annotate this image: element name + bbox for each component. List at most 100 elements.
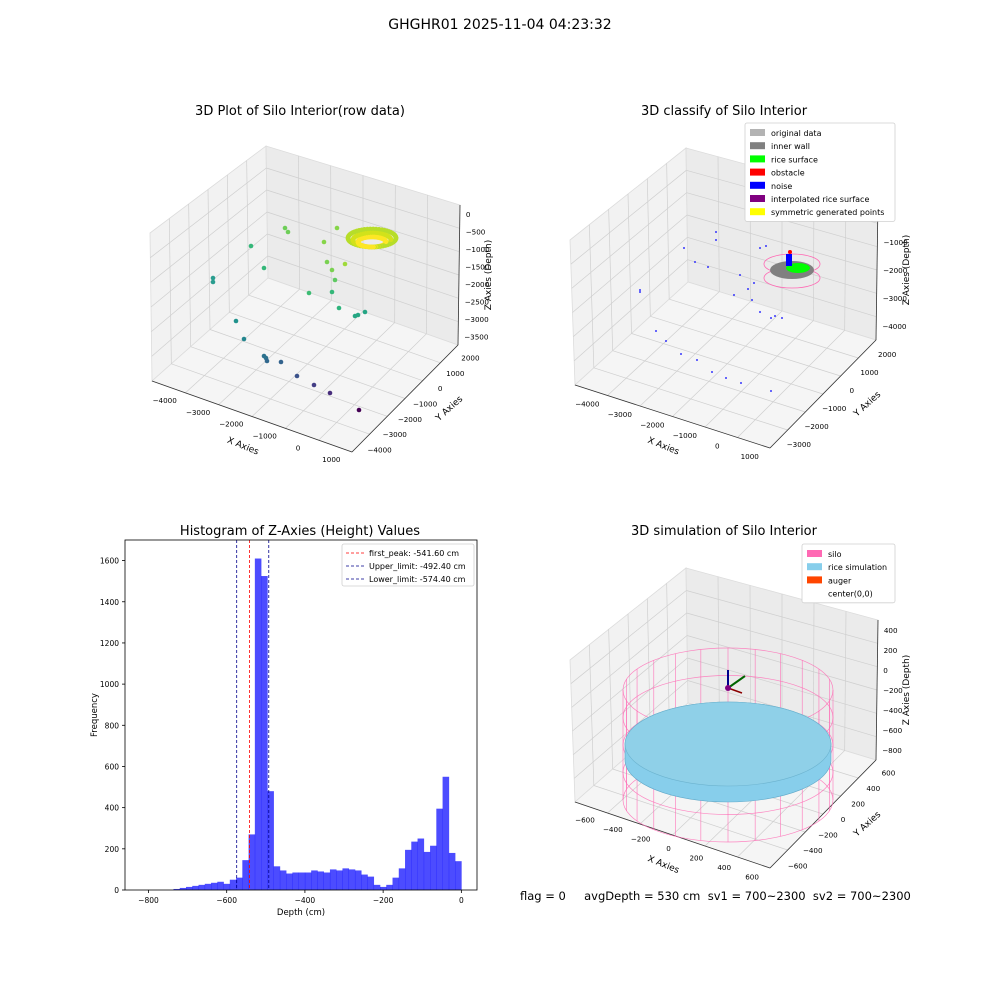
p1-z-tick-label: −1000 [465,245,490,254]
p2-noise-point [781,317,783,319]
p1-z-tick-label: −3000 [464,315,489,324]
p4-gridline [686,590,878,644]
p4-z-tick-label: −400 [883,706,903,715]
p1-data-point [294,373,300,379]
p1-gridline [266,167,460,229]
p3-histogram-bar [254,558,262,890]
p3-histogram-bar [217,881,224,890]
p1-gridline [248,294,441,364]
p3-histogram-bar [211,882,218,890]
p3-histogram-bar [279,870,287,890]
p3-x-tick-label: −600 [216,896,237,905]
p2-noise-point [759,311,761,313]
p1-data-point [388,237,394,243]
p4-x-tick-label: 0 [666,844,671,853]
p3-histogram-bar [398,868,406,890]
p4-legend-label: center(0,0) [828,590,873,599]
p4-x-axis-label: X Axies [646,854,681,876]
p3-y-tick-label: 1200 [100,639,119,648]
p3-y-axis-label: Frequency [90,693,100,737]
p3-histogram-bar [261,576,268,890]
p2-legend-label: interpolated rice surface [771,195,869,204]
p4-x-tick-label: −200 [631,835,651,844]
p4-z-tick-label: 400 [884,626,898,635]
p1-data-point [210,279,216,285]
p3-x-tick-label: 0 [459,896,464,905]
p3-y-tick-label: 1400 [100,598,119,607]
p2-x-tick-label: −1000 [673,431,698,440]
p1-data-point [233,318,239,324]
p1-data-point [334,225,340,231]
p3-histogram-bar [417,838,425,890]
p2-z-tick-label: −4000 [882,322,907,331]
p4-x-axis-line [574,801,771,869]
p3-x-tick-label: −400 [295,896,316,905]
p4-z-tick-label: −800 [882,746,902,755]
p2-x-axis-line [574,384,771,449]
p4-legend-label: auger [828,576,852,585]
p3-histogram-bar [380,886,387,890]
p3-histogram-bar [198,884,206,890]
p2-gridline [570,170,687,265]
p2-y-tick-label: −3000 [787,440,812,449]
p1-y-tick-label: −4000 [367,445,392,454]
p1-x-tick-label: −2000 [219,420,244,429]
p2-legend-swatch [750,155,765,163]
p4-gridline [570,590,687,684]
p1-data-point [282,225,288,231]
p2-legend-swatch [750,168,765,176]
p3-histogram-bar [348,869,356,890]
p2-noise-point [639,289,641,291]
p1-z-axis-label: Z Axies (Depth) [484,240,494,311]
p2-noise-point [774,315,776,317]
p2-noise-point [715,239,717,241]
p1-y-tick-label: −1000 [413,400,438,409]
p4-x-tick-label: −400 [603,825,623,834]
p4-legend-label: rice simulation [828,563,887,572]
p1-data-point [278,359,284,365]
p2-legend-swatch [750,181,765,189]
p3-x-tick-label: −200 [373,896,394,905]
p1-data-point [383,239,389,245]
p3-legend-box [341,543,475,587]
p1-data-point [285,229,291,235]
p1-data-point [342,261,348,267]
p3-histogram-bar [423,851,431,890]
p3-histogram-bar [179,887,187,890]
p4-legend-swatch [807,550,822,557]
p1-data-point [332,277,338,283]
p3-histogram-bar [430,845,437,890]
p2-z-tick-label: −3000 [883,294,908,303]
p2-z-axis-label: Z Axies (Depth) [902,235,912,306]
p3-histogram-bar [367,876,375,890]
p1-x-axis-line [151,380,353,453]
p3-histogram-bar [298,872,306,890]
panel4-title: 3D simulation of Silo Interior [631,524,817,539]
p3-y-tick-label: 1000 [100,680,119,689]
p2-y-tick-label: 0 [850,386,855,395]
p3-legend-label: Lower_limit: -574.40 cm [369,575,466,584]
p3-x-tick-label: −800 [138,896,159,905]
p3-histogram-bar [392,877,400,890]
p1-data-point [306,290,312,296]
p4-z-tick-label: 0 [883,666,888,675]
p2-noise-point [683,247,685,249]
p1-gridline [150,167,267,258]
p2-legend-swatch [750,142,765,150]
p2-noise-point [740,382,742,384]
p2-noise-point [733,294,735,296]
p1-data-point [362,309,368,315]
panel1-title: 3D Plot of Silo Interior(row data) [195,104,405,119]
p1-y-tick-label: 1000 [446,369,465,378]
p3-histogram-bar [336,870,343,890]
p2-noise-point [665,340,667,342]
p1-data-point [324,259,330,265]
p2-y-tick-label: −1000 [822,404,847,413]
p3-y-tick-label: 800 [105,721,120,730]
p4-legend-box [801,543,896,604]
p4-z-tick-label: −200 [883,686,903,695]
p3-histogram-bar [242,860,249,890]
p2-noise-point [759,247,761,249]
